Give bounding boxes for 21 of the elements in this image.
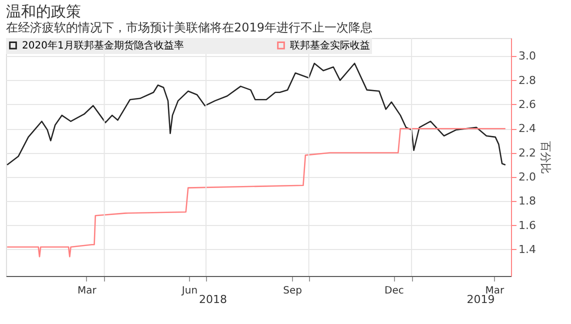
chart-subtitle: 在经济疲软的情况下，市场预计美联储将在2019年进行不止一次降息 [6, 20, 373, 34]
y-tick-label: 2.2 [518, 146, 536, 160]
x-tick-label: Sep [283, 286, 302, 296]
y-tick-label: 1.6 [518, 218, 536, 232]
y-tick-label: 2.6 [518, 98, 536, 111]
x-tick-label: Mar [78, 286, 98, 296]
y-tick-label: 3.0 [518, 50, 536, 63]
line-series [6, 128, 506, 258]
y-tick-label: 2.4 [518, 122, 536, 136]
y-tick-label: 2.0 [518, 170, 536, 184]
y-tick-label: 1.4 [518, 242, 536, 256]
chart-title: 温和的政策 [6, 2, 81, 20]
line-series [6, 62, 506, 166]
text: 2018 [199, 293, 228, 306]
y-tick-label: 2.8 [518, 74, 536, 87]
x-tick-label: Jun [180, 286, 198, 296]
legend-label: 联邦基金实际收益 [290, 39, 370, 52]
x-tick-label: Dec [384, 286, 404, 296]
legend-label: 2020年1月联邦基金期货隐含收益率 [22, 39, 184, 52]
y-axis-title: 百分比 [538, 141, 552, 174]
y-tick-label: 1.8 [518, 194, 536, 208]
